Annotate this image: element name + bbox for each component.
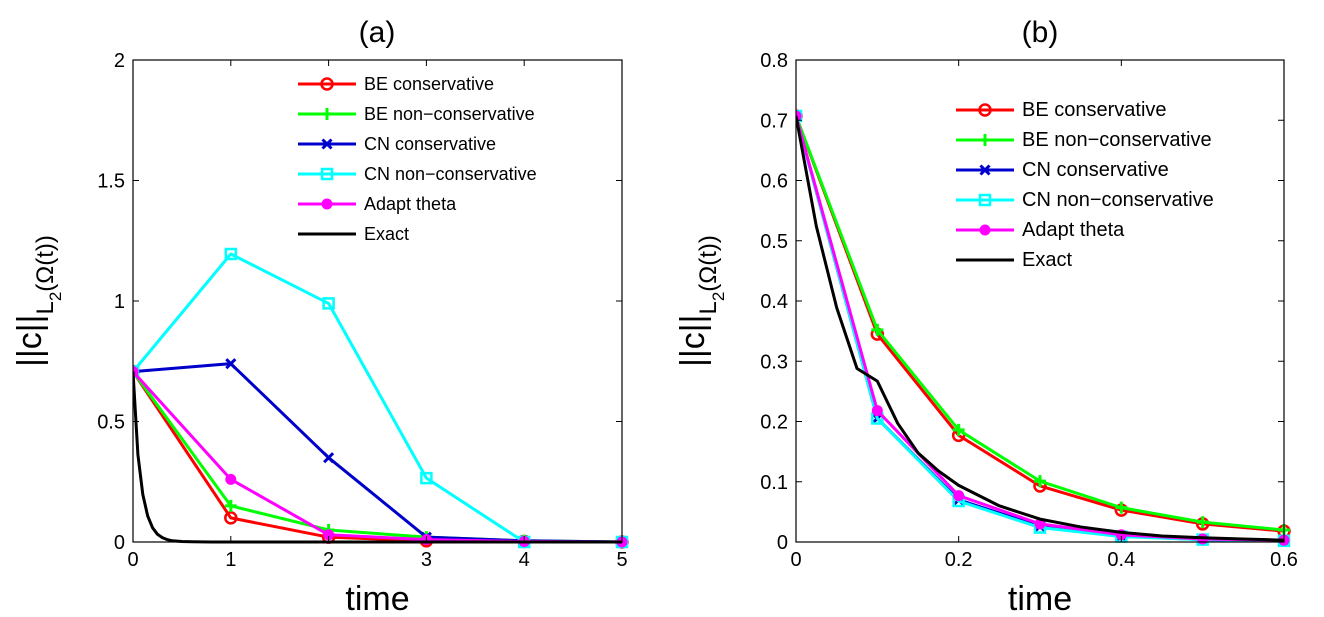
- legend-label: CN conservative: [364, 134, 496, 154]
- data-point: [871, 405, 883, 417]
- legend-label: CN conservative: [1022, 159, 1169, 181]
- data-point: [224, 247, 238, 261]
- x-tick-label: 4: [519, 549, 530, 571]
- legend: BE conservative BE non−conservative CN con…: [298, 74, 537, 244]
- legend-label: Adapt theta: [1022, 219, 1125, 241]
- x-axis-label: time: [1008, 580, 1072, 617]
- data-point: [952, 423, 965, 436]
- x-axis-label: time: [345, 580, 409, 617]
- legend-label: BE conservative: [1022, 99, 1167, 121]
- x-tick-label: 0.6: [1270, 549, 1298, 571]
- legend-label: BE conservative: [364, 74, 494, 94]
- x-tick-label: 0: [790, 549, 801, 571]
- y-tick-label: 0.5: [760, 231, 788, 253]
- legend-label: CN non−conservative: [364, 164, 537, 184]
- x-tick-label: 0.4: [1107, 549, 1135, 571]
- data-point: [871, 323, 884, 336]
- legend-label: BE non−conservative: [1022, 129, 1212, 151]
- legend-marker: [978, 103, 992, 117]
- data-point: [953, 490, 965, 502]
- legend-marker: [979, 134, 991, 146]
- data-point: [420, 471, 433, 485]
- x-tick-label: 1: [225, 549, 236, 571]
- y-axis-label: ||c||L2(Ω(t)): [11, 235, 65, 367]
- legend-marker: [978, 193, 992, 207]
- y-tick-label: 0.7: [760, 110, 788, 132]
- legend-marker: [321, 138, 333, 150]
- plot-area: [796, 109, 1291, 548]
- series-5: [133, 371, 622, 544]
- chart-title: (a): [359, 16, 396, 49]
- y-tick-label: 0.3: [760, 351, 788, 373]
- chart-panel-a: (a) 0 1 2 3 4 5 0 0.5 1 1.5 2 time ||c||L2(Ω(t)) BE co…: [11, 16, 629, 617]
- legend-marker: [320, 77, 334, 91]
- data-point: [1034, 475, 1046, 488]
- y-tick-label: 0: [777, 532, 788, 554]
- y-tick-label: 2: [114, 50, 125, 72]
- data-point: [1196, 516, 1209, 529]
- chart-title: (b): [1022, 16, 1059, 49]
- series-line: [133, 371, 622, 544]
- series-5: [796, 115, 1285, 542]
- series-line: [133, 370, 623, 544]
- x-tick-label: 0: [127, 549, 138, 571]
- legend-label: Adapt theta: [364, 194, 457, 214]
- y-tick-label: 0.4: [760, 291, 788, 313]
- axes-box: [132, 59, 623, 543]
- y-tick-label: 0.8: [760, 50, 788, 72]
- data-point: [323, 452, 335, 464]
- legend-marker: [321, 198, 333, 210]
- plot-area: [133, 247, 629, 549]
- x-tick-label: 3: [421, 549, 432, 571]
- legend-marker: [979, 224, 991, 236]
- legend-label: CN non−conservative: [1022, 189, 1214, 211]
- legend-label: Exact: [364, 224, 409, 244]
- data-point: [1115, 501, 1128, 514]
- x-tick-label: 2: [323, 549, 334, 571]
- legend-marker: [321, 108, 333, 120]
- data-point: [322, 297, 335, 310]
- series-line: [133, 370, 623, 544]
- data-point: [224, 511, 238, 525]
- y-tick-label: 0.5: [97, 412, 125, 434]
- y-tick-label: 1.5: [97, 171, 125, 193]
- series-line: [796, 115, 1285, 542]
- chart-panel-b: (b) 0 0.2 0.4 0.6 0 0.1 0.2 0.3 0.4 0.5 0.6 0.7 0.8 ti…: [674, 16, 1298, 617]
- y-tick-label: 0.1: [760, 472, 788, 494]
- y-tick-label: 1: [114, 291, 125, 313]
- legend-marker: [979, 164, 991, 176]
- series-line: [133, 370, 623, 544]
- series-2: [133, 358, 628, 548]
- x-tick-label: 5: [616, 549, 627, 571]
- x-tick-label: 0.2: [945, 549, 973, 571]
- legend-label: Exact: [1022, 249, 1072, 271]
- data-point: [224, 499, 237, 512]
- y-axis-label: ||c||L2(Ω(t)): [674, 235, 728, 367]
- legend-marker: [320, 167, 334, 181]
- series-3: [133, 247, 629, 549]
- data-point: [225, 473, 237, 485]
- y-tick-label: 0: [114, 532, 125, 554]
- legend-label: BE non−conservative: [364, 104, 535, 124]
- legend: BE conservative BE non−conservative CN con…: [956, 99, 1214, 271]
- y-tick-label: 0.2: [760, 412, 788, 434]
- y-tick-label: 0.6: [760, 171, 788, 193]
- data-point: [225, 358, 237, 370]
